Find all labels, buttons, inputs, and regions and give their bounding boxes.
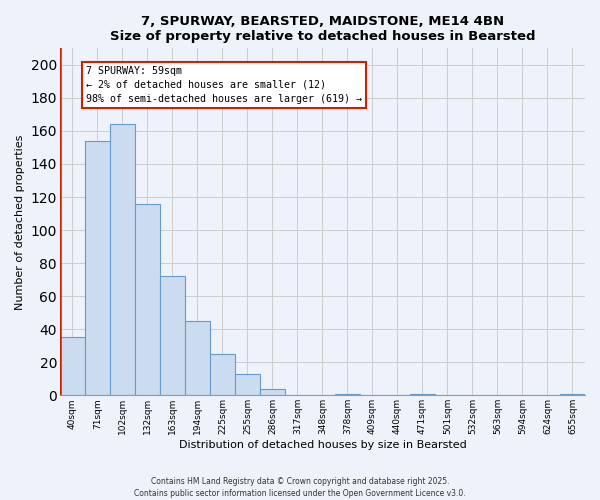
Bar <box>235 374 260 396</box>
Text: Contains HM Land Registry data © Crown copyright and database right 2025.
Contai: Contains HM Land Registry data © Crown c… <box>134 476 466 498</box>
Y-axis label: Number of detached properties: Number of detached properties <box>15 134 25 310</box>
Bar <box>410 394 435 396</box>
X-axis label: Distribution of detached houses by size in Bearsted: Distribution of detached houses by size … <box>179 440 466 450</box>
Bar <box>335 394 360 396</box>
Bar <box>210 354 235 396</box>
Bar <box>185 321 210 396</box>
Bar <box>560 394 585 396</box>
Bar <box>135 204 160 396</box>
Bar <box>260 388 285 396</box>
Bar <box>60 338 85 396</box>
Bar <box>160 276 185 396</box>
Title: 7, SPURWAY, BEARSTED, MAIDSTONE, ME14 4BN
Size of property relative to detached : 7, SPURWAY, BEARSTED, MAIDSTONE, ME14 4B… <box>110 15 535 43</box>
Text: 7 SPURWAY: 59sqm
← 2% of detached houses are smaller (12)
98% of semi-detached h: 7 SPURWAY: 59sqm ← 2% of detached houses… <box>86 66 362 104</box>
Bar <box>85 141 110 396</box>
Bar <box>110 124 135 396</box>
